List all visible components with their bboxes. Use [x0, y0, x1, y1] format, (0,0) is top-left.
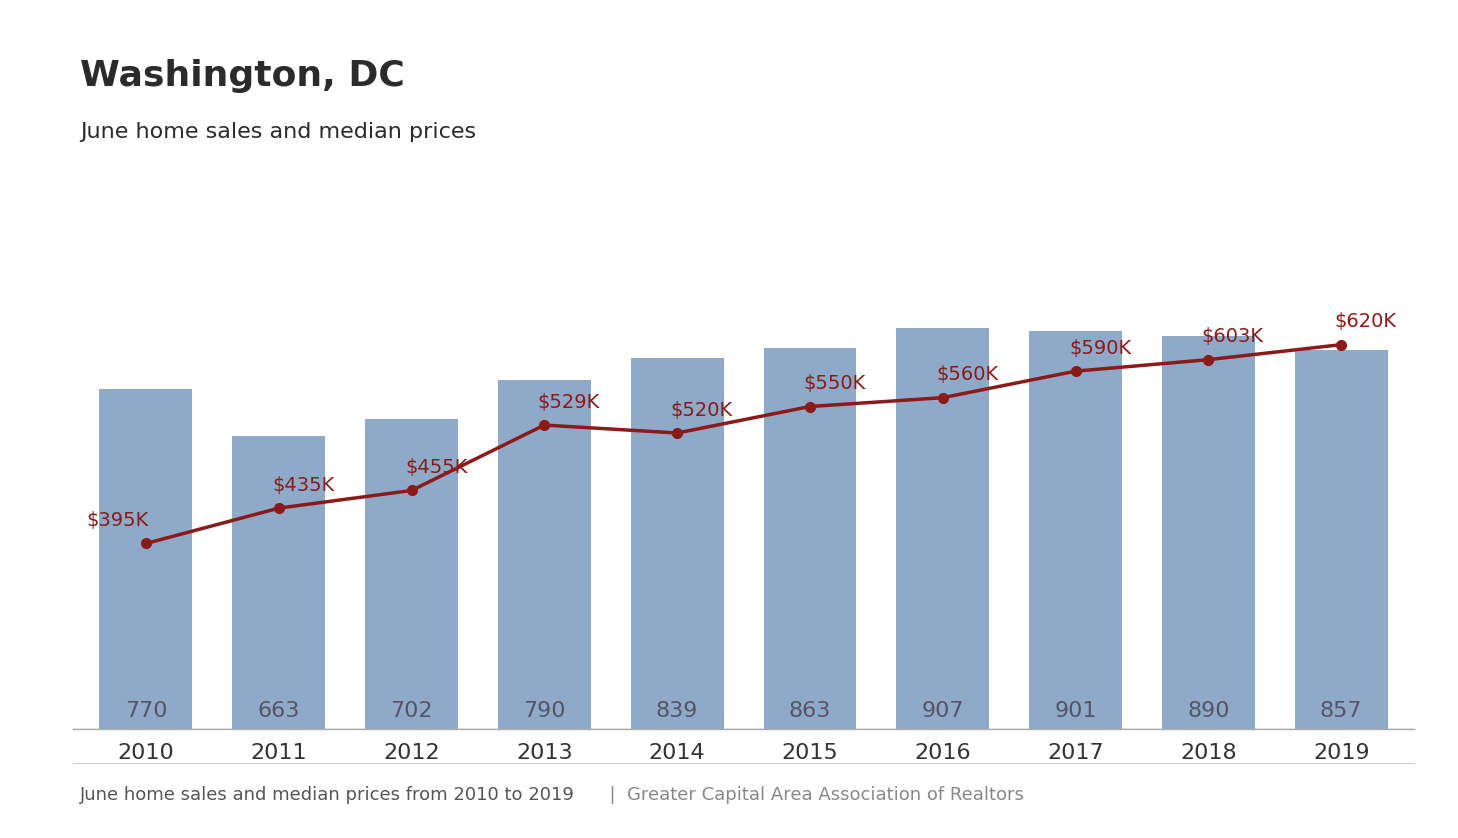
Bar: [1162, 336, 1255, 729]
Bar: [897, 328, 990, 729]
Bar: [1295, 350, 1388, 729]
Text: 839: 839: [656, 701, 698, 722]
Bar: [364, 419, 458, 729]
Text: $435K: $435K: [273, 476, 334, 495]
Text: |  Greater Capital Area Association of Realtors: | Greater Capital Area Association of Re…: [598, 787, 1024, 804]
Text: 907: 907: [921, 701, 964, 722]
Text: $620K: $620K: [1334, 313, 1397, 331]
Text: 702: 702: [391, 701, 433, 722]
Bar: [497, 380, 590, 729]
Text: $550K: $550K: [803, 375, 866, 393]
Text: $529K: $529K: [538, 393, 601, 411]
Text: $455K: $455K: [405, 458, 468, 477]
Text: 901: 901: [1054, 701, 1096, 722]
Text: $590K: $590K: [1069, 339, 1131, 358]
Text: 790: 790: [523, 701, 566, 722]
Text: 770: 770: [125, 701, 168, 722]
Text: Washington, DC: Washington, DC: [80, 59, 405, 93]
Text: 663: 663: [258, 701, 300, 722]
Text: 863: 863: [789, 701, 831, 722]
Text: $520K: $520K: [671, 401, 733, 420]
Text: 890: 890: [1187, 701, 1229, 722]
Bar: [631, 359, 723, 729]
Bar: [232, 436, 325, 729]
Text: June home sales and median prices: June home sales and median prices: [80, 122, 477, 142]
Bar: [764, 348, 856, 729]
Bar: [99, 389, 192, 729]
Text: $560K: $560K: [936, 365, 999, 385]
Text: 857: 857: [1319, 701, 1362, 722]
Text: $603K: $603K: [1201, 328, 1264, 346]
Text: $395K: $395K: [86, 511, 149, 530]
Bar: [1029, 331, 1123, 729]
Text: June home sales and median prices from 2010 to 2019: June home sales and median prices from 2…: [80, 787, 574, 804]
